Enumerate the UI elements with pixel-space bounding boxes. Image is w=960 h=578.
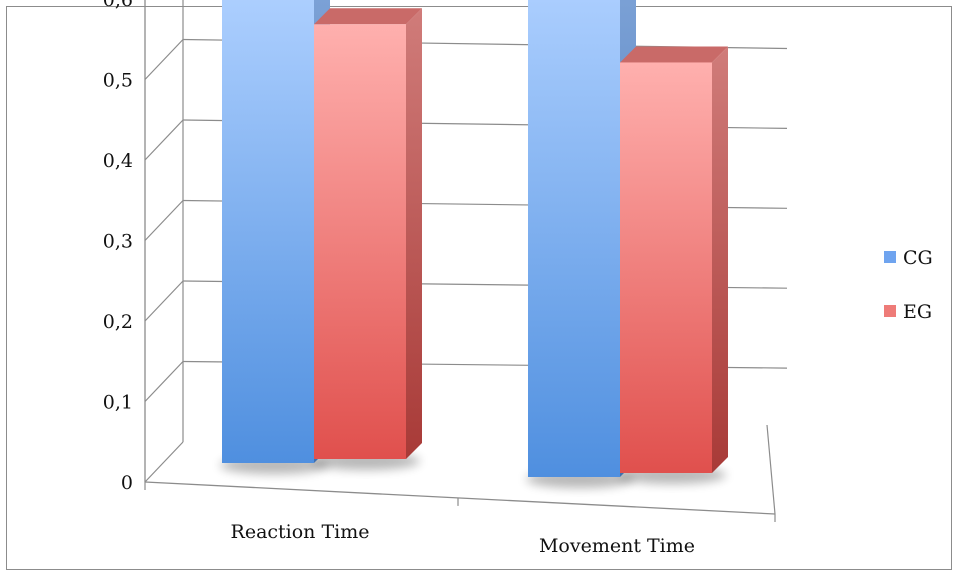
bar-eg-0 <box>314 24 406 460</box>
y-tick-label: 0,2 <box>103 311 133 333</box>
chart-frame <box>6 6 952 570</box>
gridline-side <box>144 39 184 80</box>
legend-label-eg: EG <box>903 301 932 323</box>
legend-swatch-cg <box>884 251 896 263</box>
gridline-side <box>144 200 184 241</box>
bar-side-eg-0 <box>406 8 422 460</box>
x-category-label: Reaction Time <box>231 521 370 543</box>
gridline-side <box>144 361 184 402</box>
y-tick-label: 0,1 <box>103 392 133 414</box>
legend-label-cg: CG <box>903 247 933 269</box>
gridline-side <box>144 280 184 322</box>
bar-side-eg-1 <box>712 46 728 473</box>
legend-swatch-eg <box>884 305 896 317</box>
bar-top-eg-1 <box>620 46 728 63</box>
y-tick-label: 0,3 <box>103 231 133 253</box>
x-axis-line <box>144 481 776 515</box>
plot-walls <box>144 0 184 482</box>
y-tick-label: 0 <box>121 472 133 494</box>
bar-cg-1 <box>528 0 620 478</box>
y-axis-ticks: 00,10,20,30,40,50,60,7 <box>103 0 133 494</box>
gridline-side <box>144 441 184 483</box>
legend: CG EG <box>884 247 933 323</box>
y-tick-label: 0,6 <box>103 0 133 11</box>
y-tick-label: 0,5 <box>103 70 133 92</box>
bar-top-eg-0 <box>314 8 422 25</box>
bar-eg-1 <box>620 62 712 473</box>
bar-cg-0 <box>222 0 314 464</box>
floor-right-edge <box>766 424 776 515</box>
x-category-label: Movement Time <box>539 535 695 557</box>
bars <box>222 0 728 478</box>
gridline-side <box>144 119 184 161</box>
x-axis: Reaction Time Movement Time <box>144 424 776 557</box>
y-tick-label: 0,4 <box>103 150 133 172</box>
